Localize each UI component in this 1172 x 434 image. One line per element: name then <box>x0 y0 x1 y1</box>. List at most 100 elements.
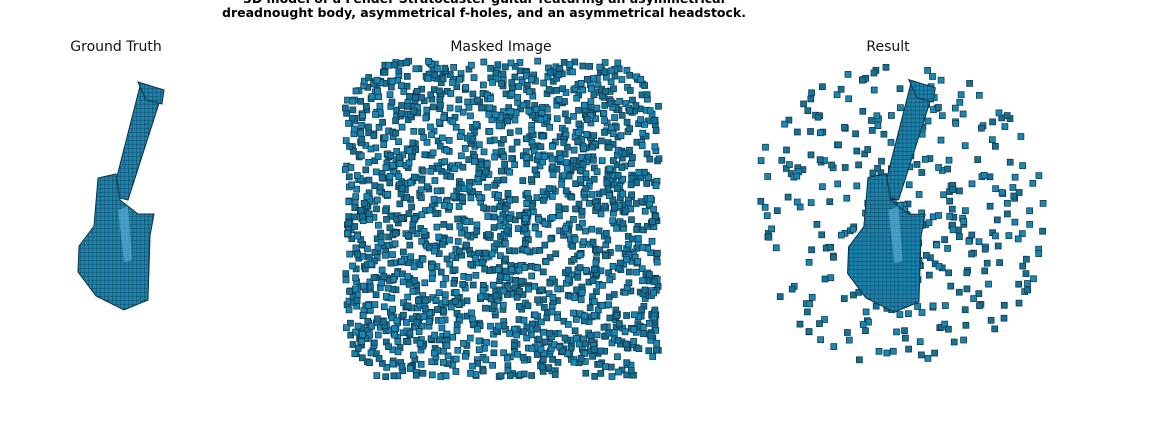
voxel <box>449 79 456 86</box>
voxel <box>365 74 373 81</box>
voxel <box>546 69 554 76</box>
voxel <box>647 332 655 340</box>
voxel <box>376 183 384 191</box>
voxel <box>349 97 357 105</box>
voxel <box>507 108 515 115</box>
voxel <box>634 258 642 265</box>
voxel <box>499 287 507 295</box>
voxel <box>354 345 362 352</box>
voxel <box>500 349 507 357</box>
voxel <box>778 157 786 164</box>
voxel <box>490 205 498 213</box>
voxel <box>896 311 904 318</box>
voxel <box>816 156 824 164</box>
voxel <box>619 190 627 198</box>
voxel <box>937 76 945 84</box>
voxel <box>520 370 528 378</box>
voxel <box>421 151 429 159</box>
voxel <box>622 207 629 215</box>
voxel <box>960 336 967 344</box>
voxel <box>352 274 359 282</box>
voxel <box>897 104 904 112</box>
voxel <box>345 219 352 227</box>
voxel <box>490 224 498 231</box>
voxel <box>347 164 355 171</box>
voxel <box>553 115 561 123</box>
voxel <box>447 173 455 180</box>
voxel <box>398 215 405 222</box>
voxel <box>768 225 775 233</box>
voxel <box>406 93 413 100</box>
voxel <box>528 126 536 134</box>
voxel <box>379 119 386 126</box>
voxel <box>845 95 853 103</box>
voxel <box>437 101 444 109</box>
voxel <box>364 302 372 310</box>
voxel <box>435 118 443 126</box>
voxel <box>572 205 579 213</box>
voxel <box>460 340 467 347</box>
voxel <box>570 309 577 317</box>
voxel <box>529 111 536 119</box>
voxel <box>354 322 362 330</box>
voxel <box>370 80 377 88</box>
voxel <box>372 168 380 176</box>
voxel <box>806 300 813 308</box>
voxel <box>1014 235 1022 243</box>
voxel <box>380 303 388 311</box>
voxel <box>342 137 350 144</box>
voxel <box>570 112 577 120</box>
voxel <box>366 359 373 367</box>
voxel <box>459 280 467 288</box>
voxel <box>415 297 422 304</box>
voxel <box>828 161 835 169</box>
voxel <box>440 114 448 121</box>
voxel <box>623 371 631 379</box>
voxel <box>837 85 845 93</box>
voxel <box>447 303 455 311</box>
voxel <box>589 238 597 246</box>
voxel <box>560 58 568 66</box>
voxel <box>360 199 368 207</box>
voxel <box>788 285 796 293</box>
voxel <box>586 63 594 70</box>
voxel <box>628 191 635 199</box>
voxel <box>342 270 350 277</box>
voxel <box>608 67 615 75</box>
voxel <box>363 193 371 201</box>
voxel <box>426 309 433 317</box>
voxel <box>417 360 425 368</box>
voxel <box>418 211 426 218</box>
voxel <box>377 232 385 240</box>
voxel <box>576 176 584 183</box>
voxel <box>378 266 386 274</box>
voxel <box>434 65 441 72</box>
voxel <box>655 102 662 110</box>
voxel <box>491 153 498 161</box>
voxel <box>540 79 548 87</box>
voxel <box>852 130 859 138</box>
voxel <box>614 353 621 361</box>
voxel <box>878 157 885 165</box>
voxel <box>351 350 359 357</box>
voxel <box>546 123 554 131</box>
voxel <box>348 181 356 189</box>
voxel <box>639 129 647 137</box>
voxel <box>581 312 589 320</box>
voxel <box>366 283 374 291</box>
voxel <box>516 59 524 66</box>
voxel <box>489 79 496 86</box>
suptitle-line: 3D model of a Fender Stratocaster guitar… <box>243 0 725 6</box>
voxel <box>438 324 446 332</box>
voxel <box>517 277 525 285</box>
voxel <box>870 69 878 77</box>
voxel <box>985 280 992 288</box>
voxel <box>398 110 406 117</box>
voxel <box>539 132 546 140</box>
voxel <box>975 91 983 99</box>
voxel <box>623 359 631 367</box>
voxel <box>578 154 585 161</box>
voxel <box>409 288 417 295</box>
voxel <box>395 173 403 181</box>
voxel <box>413 87 421 95</box>
